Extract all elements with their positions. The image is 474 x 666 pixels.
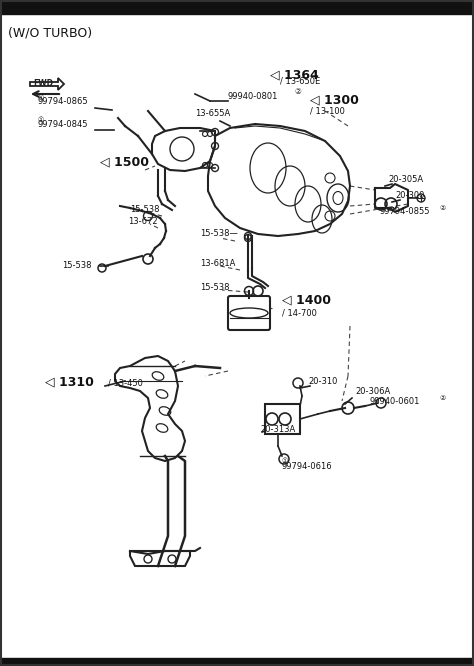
- Text: ◁ 1364: ◁ 1364: [270, 68, 319, 81]
- Text: 99794-0855: 99794-0855: [380, 207, 430, 216]
- Text: / 13-100: / 13-100: [310, 107, 345, 116]
- Text: 99940-0601: 99940-0601: [370, 397, 420, 406]
- Text: 99794-0865: 99794-0865: [38, 97, 89, 106]
- Text: 99794-0616: 99794-0616: [282, 462, 333, 471]
- Text: ②: ②: [294, 87, 301, 96]
- Text: / 13-450: / 13-450: [108, 379, 143, 388]
- Text: 13-681A: 13-681A: [200, 259, 236, 268]
- Text: 20-310: 20-310: [308, 377, 337, 386]
- Text: (W/O TURBO): (W/O TURBO): [8, 26, 92, 39]
- Text: ①: ①: [282, 458, 288, 464]
- Text: 15-538: 15-538: [200, 283, 229, 292]
- Text: 20-306A: 20-306A: [355, 387, 390, 396]
- Text: 20-300: 20-300: [395, 191, 424, 200]
- Text: 13-655A: 13-655A: [195, 109, 230, 118]
- Text: ②: ②: [440, 395, 446, 401]
- Text: 15-538—: 15-538—: [200, 229, 238, 238]
- Text: ②: ②: [440, 205, 446, 211]
- Text: 20-313A: 20-313A: [260, 425, 295, 434]
- Text: 15-538: 15-538: [62, 261, 91, 270]
- Text: / 14-700: / 14-700: [282, 309, 317, 318]
- Text: ◁ 1500: ◁ 1500: [100, 155, 149, 168]
- Text: / 13-650E: / 13-650E: [280, 77, 320, 86]
- Text: 15-538: 15-538: [130, 205, 159, 214]
- Text: 20-305A: 20-305A: [388, 175, 423, 184]
- Text: ①: ①: [38, 117, 44, 123]
- Text: 99794-0845: 99794-0845: [38, 120, 89, 129]
- Text: ◁ 1300: ◁ 1300: [310, 93, 359, 106]
- Text: FWD: FWD: [33, 79, 53, 89]
- Text: 13-672: 13-672: [128, 217, 158, 226]
- Text: 99940-0801: 99940-0801: [228, 92, 278, 101]
- Text: ◁ 1400: ◁ 1400: [282, 293, 331, 306]
- Text: ①: ①: [38, 95, 44, 101]
- Text: ◁ 1310: ◁ 1310: [45, 375, 94, 388]
